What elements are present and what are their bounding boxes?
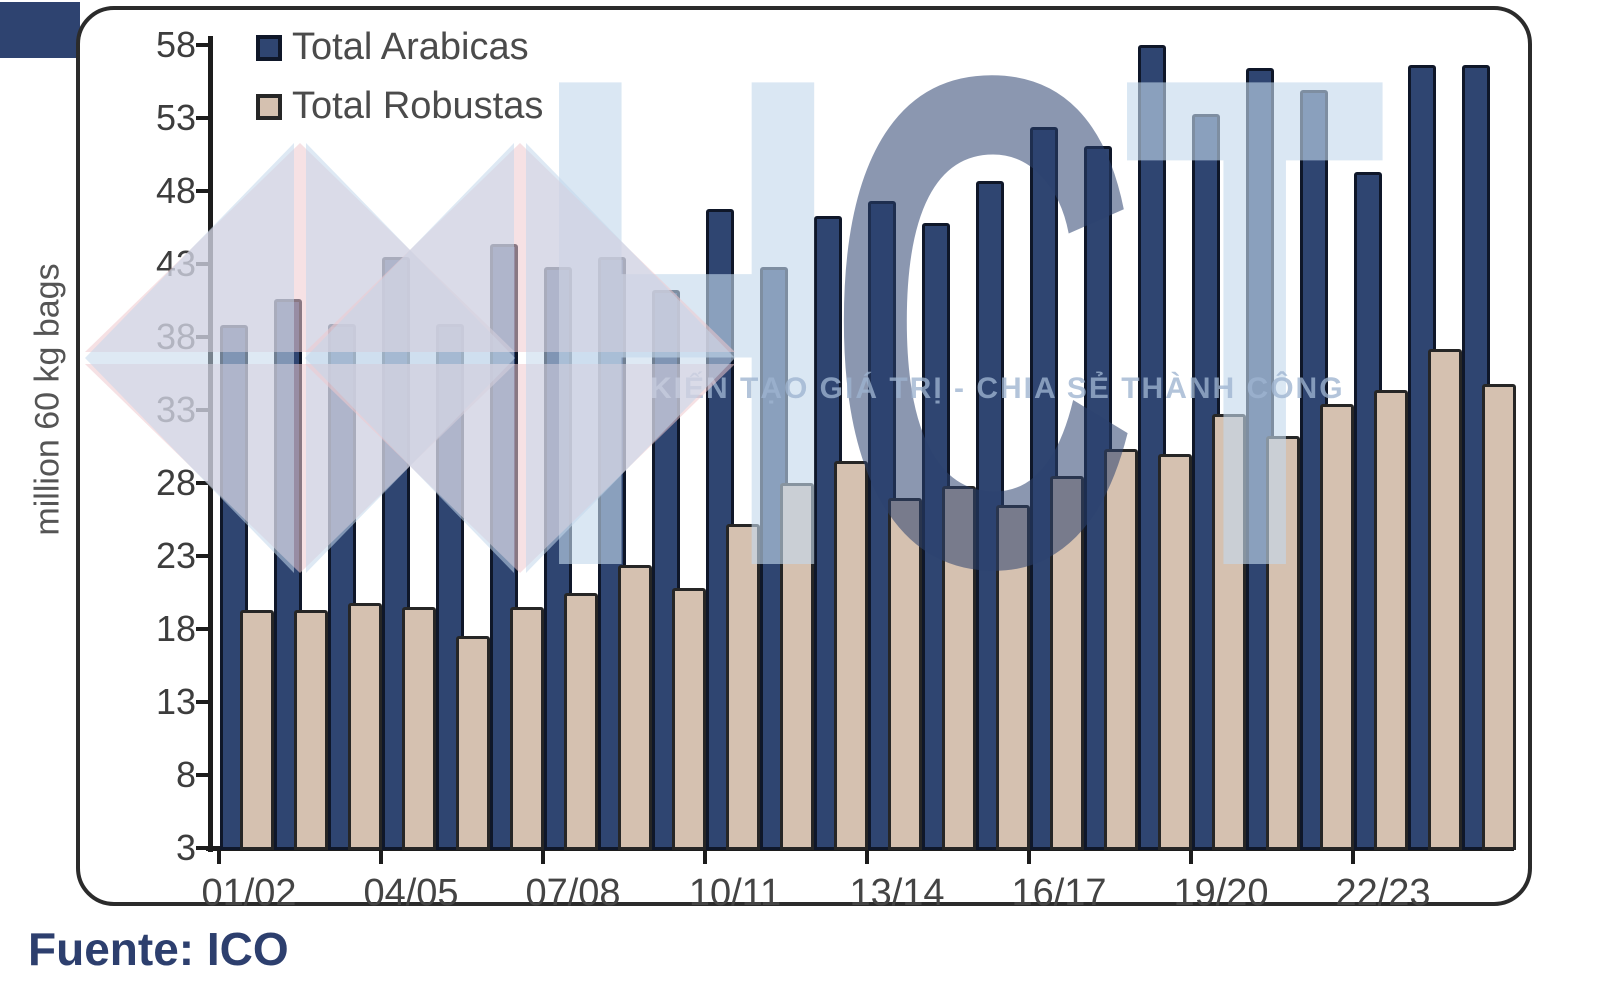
y-axis-title: million 60 kg bags	[28, 263, 67, 536]
source-caption: Fuente: ICO	[28, 923, 289, 975]
brand-corner-square	[0, 2, 80, 58]
chart-panel	[76, 6, 1532, 906]
